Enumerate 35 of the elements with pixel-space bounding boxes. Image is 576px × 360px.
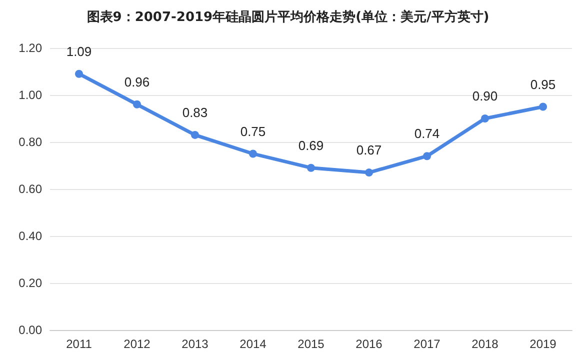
data-label: 0.69: [298, 138, 324, 153]
chart-title: 图表9：2007-2019年硅晶圆片平均价格走势(单位：美元/平方英寸): [86, 9, 490, 25]
x-tick-label: 2013: [182, 337, 209, 351]
x-tick-label: 2016: [356, 337, 383, 351]
point: [539, 102, 547, 111]
point: [249, 150, 257, 158]
point: [75, 70, 83, 78]
data-label: 0.74: [414, 126, 440, 142]
y-tick-label: 0.00: [18, 323, 42, 337]
point: [365, 168, 373, 177]
x-tick-label: 2014: [240, 337, 267, 351]
y-tick-label: 0.80: [18, 135, 42, 149]
data-label: 1.09: [66, 44, 92, 59]
x-tick-label: 2019: [530, 337, 557, 351]
x-tick-label: 2018: [472, 337, 499, 351]
point: [191, 130, 199, 139]
y-tick-label: 1.00: [18, 88, 42, 102]
data-label: 0.90: [472, 88, 498, 104]
data-label: 0.96: [124, 74, 150, 90]
point: [481, 114, 489, 122]
x-tick-label: 2011: [66, 337, 92, 351]
data-label: 0.67: [356, 142, 382, 158]
x-tick-label: 2017: [414, 337, 441, 351]
y-tick-label: 1.20: [18, 41, 42, 55]
point: [307, 164, 315, 172]
x-tick-label: 2015: [298, 337, 325, 351]
y-tick-label: 0.40: [18, 229, 42, 243]
data-label: 0.75: [240, 124, 266, 139]
point: [133, 100, 141, 108]
data-label: 0.95: [530, 76, 556, 92]
point: [423, 152, 431, 160]
x-tick-label: 2012: [124, 337, 151, 351]
y-tick-label: 0.60: [18, 182, 42, 196]
y-tick-label: 0.20: [18, 276, 42, 290]
data-label: 0.83: [182, 104, 208, 120]
